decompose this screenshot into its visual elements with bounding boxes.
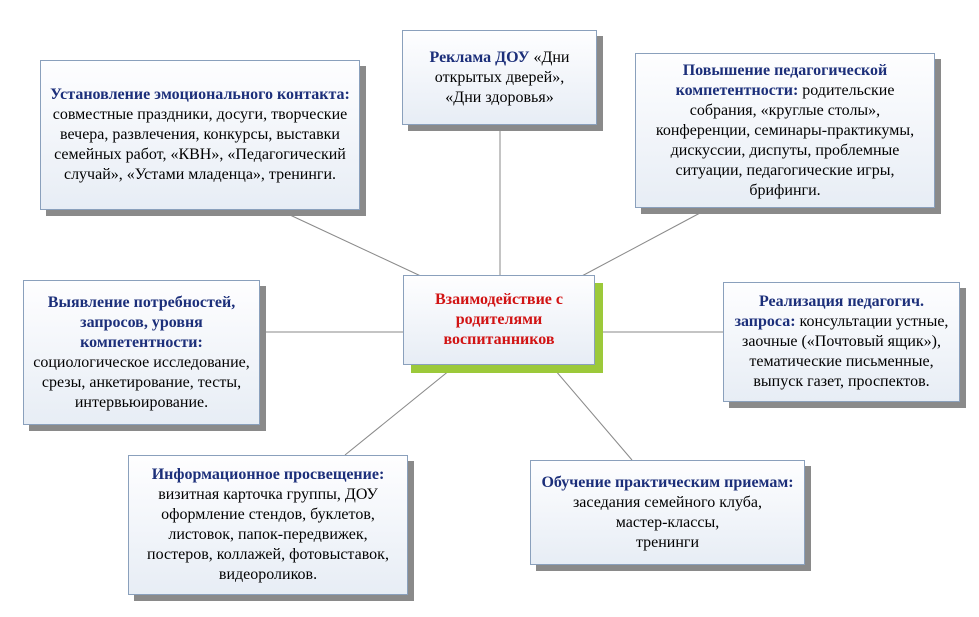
- node-text: Обучение практическим приемам: заседания…: [539, 473, 796, 553]
- node-n1: Установление эмоционального контакта: со…: [40, 60, 360, 210]
- node-box: Реклама ДОУ «Дни открытых дверей», «Дни …: [402, 30, 597, 125]
- node-box: Информационное просвещение: визитная кар…: [128, 455, 408, 595]
- node-text: Реализация педагогич. запроса: консульта…: [732, 292, 951, 392]
- connector-line: [345, 370, 450, 455]
- node-n2: Реклама ДОУ «Дни открытых дверей», «Дни …: [402, 30, 597, 125]
- node-n7: Обучение практическим приемам: заседания…: [530, 460, 805, 565]
- center-node: Взаимодействие сродителямивоспитанников: [403, 275, 595, 365]
- node-n6: Информационное просвещение: визитная кар…: [128, 455, 408, 595]
- node-body: совместные праздники, досуги, творческие…: [53, 106, 348, 183]
- node-box: Обучение практическим приемам: заседания…: [530, 460, 805, 565]
- node-body: родительские собрания, «круглые столы», …: [656, 82, 914, 199]
- node-box: Повышение педагогической компетентности:…: [635, 53, 935, 208]
- node-text: Реклама ДОУ «Дни открытых дверей», «Дни …: [411, 48, 588, 108]
- center-title-line: воспитанников: [412, 330, 586, 350]
- node-body: визитная карточка группы, ДОУ оформление…: [147, 486, 389, 583]
- node-text: Информационное просвещение: визитная кар…: [137, 465, 399, 585]
- node-n3: Повышение педагогической компетентности:…: [635, 53, 935, 208]
- node-title: Информационное просвещение:: [152, 466, 385, 483]
- center-box: Взаимодействие сродителямивоспитанников: [403, 275, 595, 365]
- node-box: Выявление потребностей, запросов, уровня…: [23, 280, 260, 425]
- node-title: Реклама ДОУ: [430, 49, 530, 66]
- node-box: Установление эмоционального контакта: со…: [40, 60, 360, 210]
- center-title: Взаимодействие сродителямивоспитанников: [412, 290, 586, 350]
- node-n5: Реализация педагогич. запроса: консульта…: [723, 282, 960, 402]
- node-body: заседания семейного клуба, мастер-классы…: [573, 494, 762, 551]
- node-text: Установление эмоционального контакта: со…: [49, 85, 351, 185]
- node-body: социологическое исследование, срезы, анк…: [33, 354, 249, 411]
- connector-line: [555, 370, 632, 460]
- node-n4: Выявление потребностей, запросов, уровня…: [23, 280, 260, 425]
- center-title-line: Взаимодействие с: [412, 290, 586, 310]
- node-text: Выявление потребностей, запросов, уровня…: [32, 293, 251, 413]
- node-title: Установление эмоционального контакта:: [50, 86, 350, 103]
- node-title: Обучение практическим приемам:: [541, 474, 793, 491]
- node-title: Выявление потребностей, запросов, уровня…: [48, 294, 235, 351]
- diagram-canvas: Взаимодействие сродителямивоспитанников У…: [0, 0, 979, 617]
- node-text: Повышение педагогической компетентности:…: [644, 61, 926, 201]
- node-box: Реализация педагогич. запроса: консульта…: [723, 282, 960, 402]
- center-title-line: родителями: [412, 310, 586, 330]
